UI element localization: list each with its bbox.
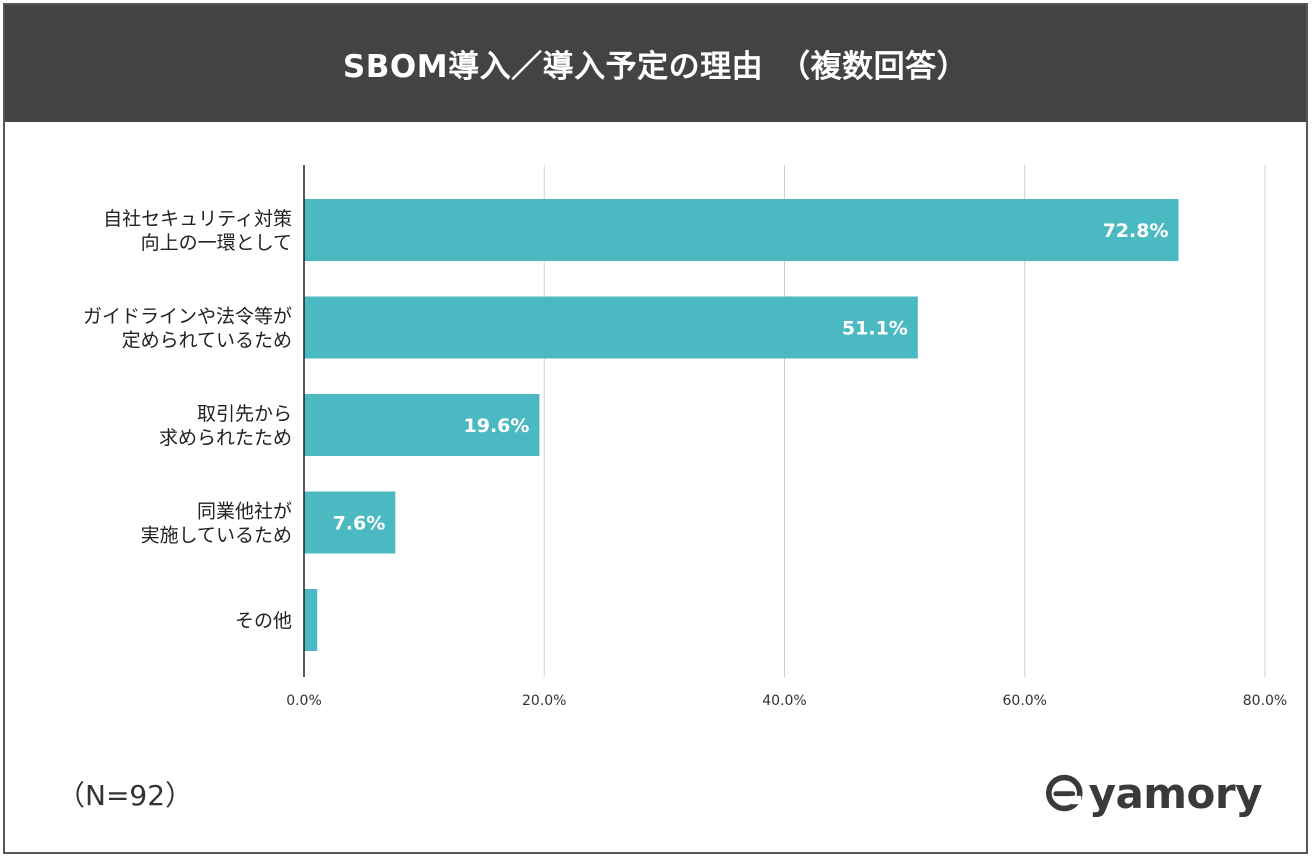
x-tick-label: 80.0% (1243, 693, 1287, 709)
brand-logo: yamory (1046, 764, 1263, 822)
x-tick-label: 60.0% (1003, 693, 1047, 709)
bar (304, 589, 318, 651)
sample-size-note: （N=92） (57, 779, 194, 812)
x-tick-label: 20.0% (522, 693, 566, 709)
bar-value-label: 72.8% (1103, 220, 1169, 242)
chart-title: SBOM導入／導入予定の理由 （複数回答） (342, 49, 969, 85)
x-tick-label: 40.0% (762, 693, 806, 709)
category-label: ガイドラインや法令等が (83, 306, 292, 328)
category-label: 向上の一環として (141, 232, 292, 254)
category-label: 定められているため (122, 330, 292, 352)
category-label: 実施しているため (141, 525, 292, 547)
bar (304, 199, 1179, 261)
bar (304, 491, 396, 554)
category-label: その他 (235, 610, 292, 632)
x-tick-label: 0.0% (286, 693, 322, 709)
bar (304, 394, 540, 456)
category-label: 求められたため (159, 427, 292, 449)
category-label: 取引先から (197, 403, 292, 425)
bar-value-label: 51.1% (842, 318, 908, 340)
category-label: 同業他社が (197, 501, 292, 523)
yamory-logo-icon (1046, 774, 1083, 812)
category-label: 自社セキュリティ対策 (103, 208, 292, 230)
title-bar: SBOM導入／導入予定の理由 （複数回答） (5, 5, 1306, 122)
bar-value-label: 19.6% (464, 415, 530, 437)
bar (304, 296, 918, 359)
brand-name: yamory (1088, 768, 1263, 818)
bar-value-label: 7.6% (333, 513, 386, 535)
chart-frame: SBOM導入／導入予定の理由 （複数回答） (3, 3, 1308, 854)
